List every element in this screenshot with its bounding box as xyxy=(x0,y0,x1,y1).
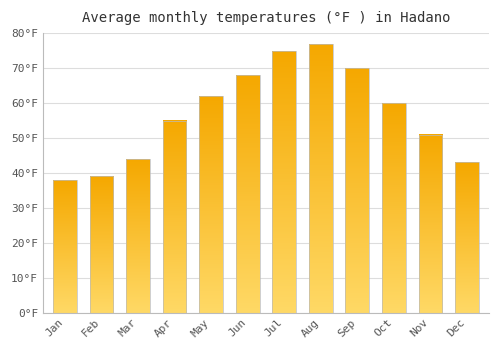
Bar xyxy=(53,180,77,313)
Bar xyxy=(418,134,442,313)
Bar xyxy=(346,68,369,313)
Bar xyxy=(309,44,332,313)
Bar xyxy=(382,103,406,313)
Bar xyxy=(455,162,479,313)
Bar xyxy=(126,159,150,313)
Bar xyxy=(162,120,186,313)
Bar xyxy=(90,176,114,313)
Bar xyxy=(272,51,296,313)
Bar xyxy=(199,96,223,313)
Bar xyxy=(236,75,260,313)
Title: Average monthly temperatures (°F ) in Hadano: Average monthly temperatures (°F ) in Ha… xyxy=(82,11,450,25)
